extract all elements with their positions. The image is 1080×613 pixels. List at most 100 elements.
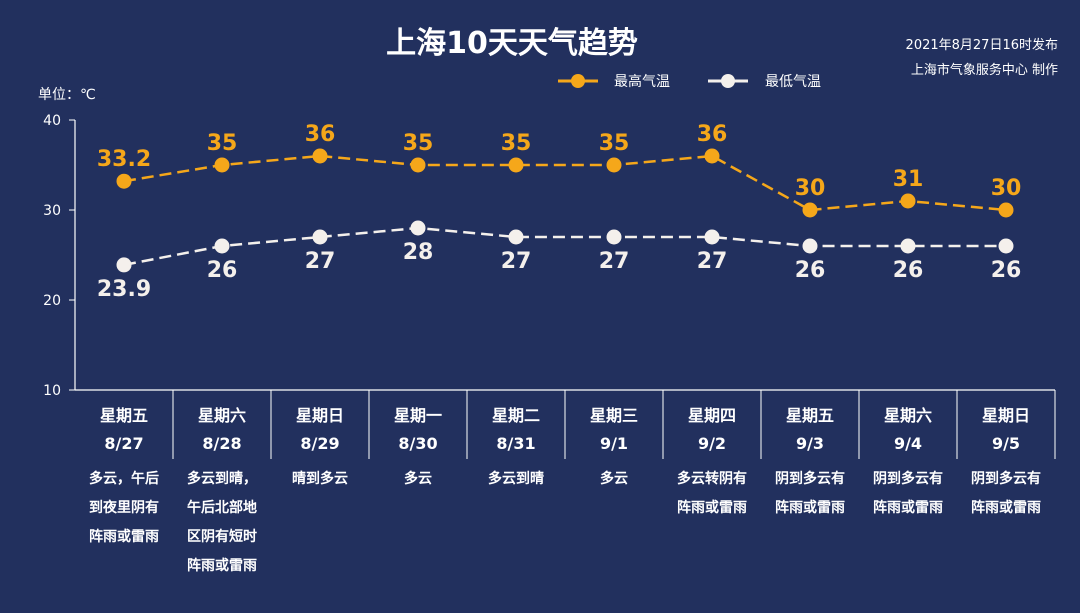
weather-label: 阴到多云有 [873,470,943,487]
low-temp-point [410,220,426,236]
date-label: 8/31 [496,434,535,453]
date-label: 8/27 [104,434,143,453]
day-label: 星期六 [884,406,932,425]
high-temp-label: 30 [991,176,1022,201]
day-label: 星期日 [982,406,1030,425]
day-label: 星期四 [688,406,736,425]
high-temp-point [802,202,818,218]
day-label: 星期三 [590,406,638,425]
weather-label: 多云到晴， [187,470,257,487]
publish-time: 2021年8月27日16时发布 [906,37,1058,53]
low-temp-point [998,238,1014,254]
low-temp-label: 23.9 [97,277,151,302]
weather-label: 多云到晴 [488,470,544,487]
chart-title: 上海10天天气趋势 [386,26,638,61]
high-temp-point [116,173,132,189]
day-label: 星期日 [296,406,344,425]
day-label: 星期五 [100,406,148,425]
day-label: 星期六 [198,406,246,425]
legend-high: 最高气温 [558,73,670,90]
high-temp-point [900,193,916,209]
date-label: 8/28 [202,434,241,453]
weather-label: 阵雨或雷雨 [677,499,747,516]
low-temp-label: 26 [991,258,1022,283]
high-temp-point [508,157,524,173]
weather-label: 阴到多云有 [775,470,845,487]
date-label: 8/29 [300,434,339,453]
series-low: 23.9 26 27 28 27 27 27 26 26 26 [97,220,1022,302]
weather-label: 阵雨或雷雨 [89,528,159,545]
day-label: 星期五 [786,406,834,425]
low-temp-label: 27 [697,249,728,274]
day-label: 星期一 [394,406,442,425]
high-temp-label: 35 [403,131,434,156]
y-ticks: 10 20 30 40 [43,113,75,399]
high-temp-point [606,157,622,173]
legend-low: 最低气温 [708,74,821,90]
low-temp-point [802,238,818,254]
y-tick-label: 10 [43,383,61,399]
high-temp-label: 36 [697,122,728,147]
date-label: 9/4 [894,434,922,453]
low-temp-label: 27 [599,249,630,274]
low-temp-point [900,238,916,254]
legend-high-label: 最高气温 [614,73,670,90]
low-temp-label: 26 [893,258,924,283]
weather-label: 到夜里阴有 [89,499,159,516]
weather-label: 阴到多云有 [971,470,1041,487]
low-temp-label: 27 [305,249,336,274]
weather-label: 多云，午后 [89,470,159,487]
high-temp-label: 33.2 [97,147,151,172]
date-label: 9/1 [600,434,628,453]
weather-label: 晴到多云 [292,470,348,487]
weather-label: 多云 [600,470,628,487]
low-temp-point [606,229,622,245]
high-temp-line [123,154,1007,212]
weather-label: 区阴有短时 [187,528,257,545]
low-temp-point [214,238,230,254]
high-temp-point [410,157,426,173]
low-temp-line [123,226,1006,267]
high-temp-point [998,202,1014,218]
date-label: 9/5 [992,434,1020,453]
legend: 最高气温 最低气温 [558,73,821,90]
publisher: 上海市气象服务中心 制作 [911,62,1058,78]
y-tick-label: 30 [43,203,61,219]
date-label: 8/30 [398,434,437,453]
x-categories: 星期五8/27多云，午后到夜里阴有阵雨或雷雨星期六8/28多云到晴，午后北部地区… [89,390,1056,574]
date-label: 9/2 [698,434,726,453]
date-label: 9/3 [796,434,824,453]
low-temp-point [312,229,328,245]
low-temp-point [704,229,720,245]
high-temp-label: 35 [207,131,238,156]
weather-label: 多云转阴有 [677,470,747,487]
high-temp-point [214,157,230,173]
weather-label: 阵雨或雷雨 [873,499,943,516]
weather-label: 多云 [404,470,432,487]
high-temp-label: 31 [893,167,924,192]
day-label: 星期二 [492,406,540,425]
low-temp-point [508,229,524,245]
unit-label: 单位：℃ [38,87,96,103]
high-temp-point [312,148,328,164]
y-tick-label: 40 [43,113,61,129]
legend-high-marker [571,74,585,88]
weather-label: 阵雨或雷雨 [971,499,1041,516]
low-temp-label: 28 [403,240,434,265]
low-temp-label: 26 [207,258,238,283]
series-high: 33.2 35 36 35 35 35 36 30 31 30 [97,122,1021,218]
low-temp-point [116,257,132,273]
weather-label: 午后北部地 [187,499,257,516]
y-tick-label: 20 [43,293,61,309]
high-temp-label: 30 [795,176,826,201]
high-temp-point [704,148,720,164]
weather-label: 阵雨或雷雨 [775,499,845,516]
high-temp-label: 35 [599,131,630,156]
low-temp-label: 26 [795,258,826,283]
high-temp-label: 36 [305,122,336,147]
weather-label: 阵雨或雷雨 [187,557,257,574]
low-temp-label: 27 [501,249,532,274]
legend-low-marker [721,74,735,88]
high-temp-label: 35 [501,131,532,156]
